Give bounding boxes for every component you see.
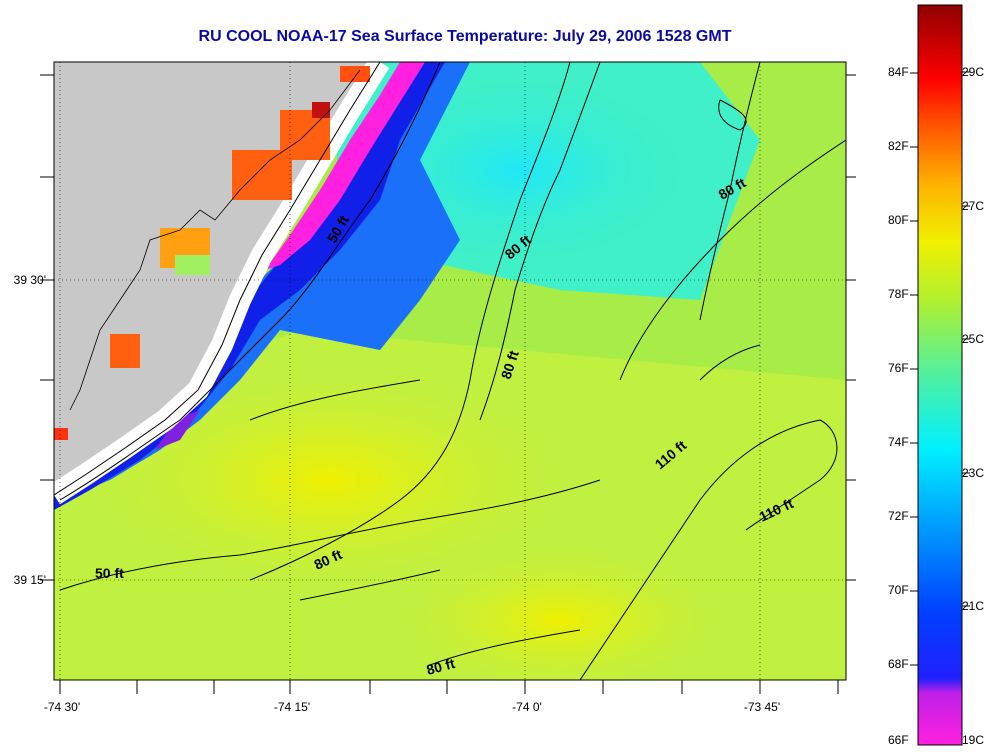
coastline (54, 62, 381, 496)
colorbar-c-label: 19C (962, 733, 985, 747)
map-grid (54, 62, 846, 680)
map-field: 50 ft 80 ft 80 ft 80 ft 80 ft 110 ft 110… (54, 62, 846, 680)
land (54, 62, 380, 490)
colorbar (917, 4, 963, 746)
colorbar-f-label: 70F (888, 583, 909, 597)
depth-label: 50 ft (95, 565, 124, 581)
lon-label: -74 0' (512, 700, 542, 714)
colorbar-f-label: 76F (888, 361, 909, 375)
colorbar-f-label: 82F (888, 139, 909, 153)
colorbar-c-label: 23C (962, 466, 985, 480)
colorbar-f-label: 80F (888, 213, 909, 227)
lon-label: -73 45' (743, 700, 781, 714)
colorbar-f-label: 72F (888, 509, 909, 523)
depth-contours (59, 62, 846, 680)
coldest-strip (265, 62, 425, 270)
lat-label: 39 30' (13, 273, 46, 287)
lon-label: -74 15' (273, 700, 311, 714)
colorbar-c-label: 25C (962, 332, 985, 346)
lon-label: -74 30' (43, 700, 81, 714)
colorbar-f-label: 66F (888, 733, 909, 747)
depth-label: 80 ft (425, 655, 457, 678)
colorbar-f-label: 84F (888, 65, 909, 79)
colorbar-ticks (910, 71, 970, 666)
colorbar-c-label: 29C (962, 65, 985, 79)
map-frame (53, 61, 847, 681)
colorbar-f-label: 78F (888, 287, 909, 301)
colorbar-c-label: 21C (962, 599, 985, 613)
colorbar-c-label: 27C (962, 199, 985, 213)
axis-ticks (40, 74, 856, 694)
colorbar-f-label: 74F (888, 435, 909, 449)
colorbar-f-label: 68F (888, 657, 909, 671)
map-title: RU COOL NOAA-17 Sea Surface Temperature:… (198, 28, 732, 45)
lat-label: 39 15' (13, 573, 46, 587)
purple-patch (155, 410, 200, 450)
